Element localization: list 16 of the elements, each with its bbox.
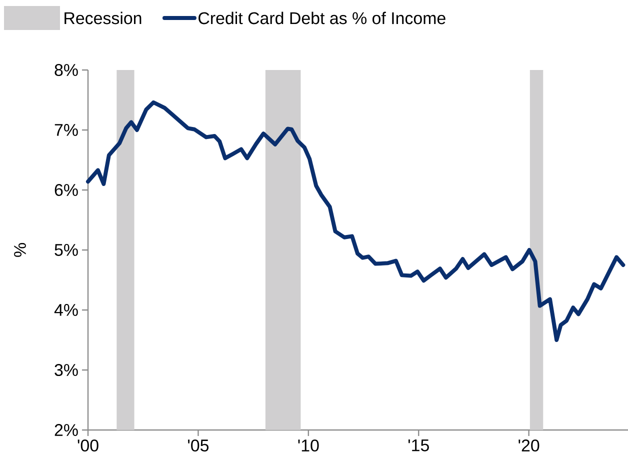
line-series (86, 100, 626, 342)
y-tick-label: 5% (54, 244, 78, 256)
y-tick-label: 6% (54, 184, 78, 196)
x-tick-label: '05 (188, 440, 209, 452)
legend-label: Credit Card Debt as % of Income (198, 12, 446, 24)
y-tick-label: 3% (54, 364, 78, 376)
x-tick-label: '10 (298, 440, 319, 452)
y-tick-label: 4% (54, 304, 78, 316)
legend-label: Recession (64, 12, 142, 24)
x-tick-label: '20 (518, 440, 540, 452)
x-tick-label: '15 (408, 440, 429, 452)
y-tick-label: 7% (54, 124, 78, 136)
y-axis-title: % (14, 243, 26, 257)
x-tick-label: '00 (78, 440, 98, 452)
y-tick-label: 8% (54, 64, 78, 76)
y-tick-label: 2% (54, 424, 78, 436)
